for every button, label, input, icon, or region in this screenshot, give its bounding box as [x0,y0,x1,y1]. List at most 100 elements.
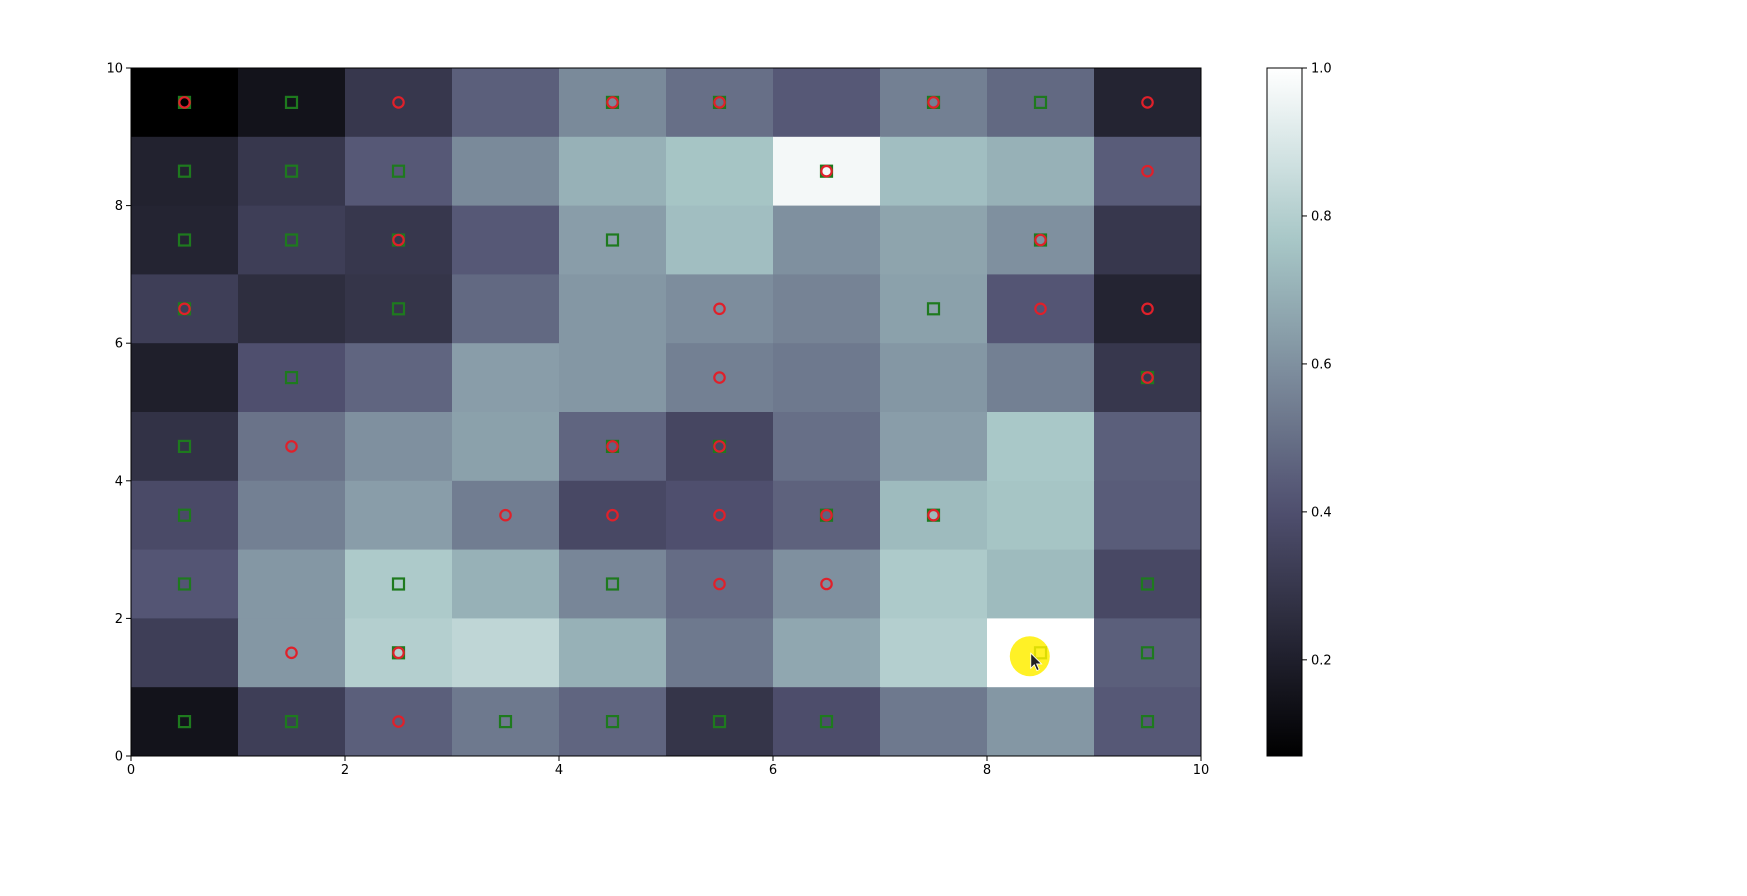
circle-marker [606,96,619,109]
heatmap-cell [345,687,453,757]
heatmap-cell [559,205,667,275]
heatmap-cell [987,68,1095,138]
heatmap-cell [559,274,667,344]
heatmap-cell [131,343,239,413]
cursor-highlight [1009,636,1050,677]
heatmap-cell [1094,274,1202,344]
circle-marker [606,508,619,522]
square-marker [177,508,192,522]
circle-marker [392,233,405,247]
heatmap-cell [452,618,560,688]
heatmap-cell [452,68,560,138]
x-tick-label: 6 [769,763,777,778]
circle-marker [820,508,833,522]
square-marker [1033,95,1048,110]
circle-marker [927,96,940,109]
heatmap-cell [666,687,774,757]
heatmap-cell [345,136,453,207]
heatmap-cell [987,343,1095,413]
square-marker [177,233,192,247]
circle-marker [1141,302,1154,316]
heatmap-cell [880,205,988,275]
square-marker [1140,577,1155,591]
square-marker [498,714,513,729]
circle-marker [1141,164,1154,178]
heatmap-cell [1094,480,1202,551]
circle-marker [178,96,191,109]
heatmap-cell [1094,136,1202,207]
heatmap-cell [880,136,988,207]
square-marker [819,714,834,729]
heatmap-cell [345,274,453,344]
square-marker [177,714,192,729]
heatmap-cell [773,412,881,482]
heatmap-cell [773,343,881,413]
x-tick-label: 10 [1193,763,1210,778]
circle-marker [392,96,405,109]
heatmap-cell [666,274,774,344]
heatmap-cell [452,412,560,482]
circle-marker [713,371,726,384]
heatmap-cell [880,687,988,757]
heatmap-cell [452,687,560,757]
heatmap-cell [559,549,667,619]
circle-marker [820,164,833,178]
heatmap-cell [1094,343,1202,413]
heatmap-cell [238,68,346,138]
heatmap-cell [773,205,881,275]
heatmap-cell [666,480,774,551]
heatmap-cell [131,480,239,551]
square-marker [391,302,406,316]
heatmap-cell [345,68,453,138]
circle-marker [1141,371,1154,384]
square-marker [712,714,727,729]
heatmap-cell [452,480,560,551]
heatmap-cell [452,136,560,207]
heatmap-cell [1094,687,1202,757]
circle-marker [820,577,833,591]
heatmap-cell [238,205,346,275]
heatmap-cell [452,274,560,344]
heatmap-cell [666,412,774,482]
heatmap-cell [987,205,1095,275]
heatmap-cell [345,480,453,551]
heatmap-cell [345,549,453,619]
heatmap-cell [880,68,988,138]
mouse-cursor [1009,636,1050,677]
heatmap-cell [773,68,881,138]
circle-marker [927,508,940,522]
heatmap-cell [238,480,346,551]
heatmap-cell [987,480,1095,551]
plot-frame [130,67,1202,757]
y-tick-label: 2 [115,612,123,627]
square-marker [284,714,299,729]
circle-marker [713,440,726,453]
heatmap-cell [666,136,774,207]
square-marker [284,95,299,110]
heatmap-cell [773,136,881,207]
y-tick-label: 6 [115,337,123,352]
colorbar-tick-label: 0.6 [1311,357,1332,372]
x-tick-label: 4 [555,763,563,778]
heatmap-cell [238,412,346,482]
heatmap-cell [666,205,774,275]
heatmap-cell [987,549,1095,619]
heatmap-cell [131,274,239,344]
heatmap-cells [131,68,1202,757]
square-marker [177,577,192,591]
circle-marker [1141,96,1154,109]
x-tick-label: 0 [127,763,135,778]
square-marker [177,439,192,453]
heatmap-cell [987,136,1095,207]
heatmap-cell [773,549,881,619]
marker-layer [177,95,1155,729]
y-tick-label: 10 [106,62,123,77]
square-marker [391,577,406,591]
heatmap-cell [1094,549,1202,619]
circle-marker [713,302,726,316]
heatmap-cell [880,274,988,344]
square-marker [391,164,406,178]
square-marker [605,714,620,729]
circle-marker [499,508,512,522]
